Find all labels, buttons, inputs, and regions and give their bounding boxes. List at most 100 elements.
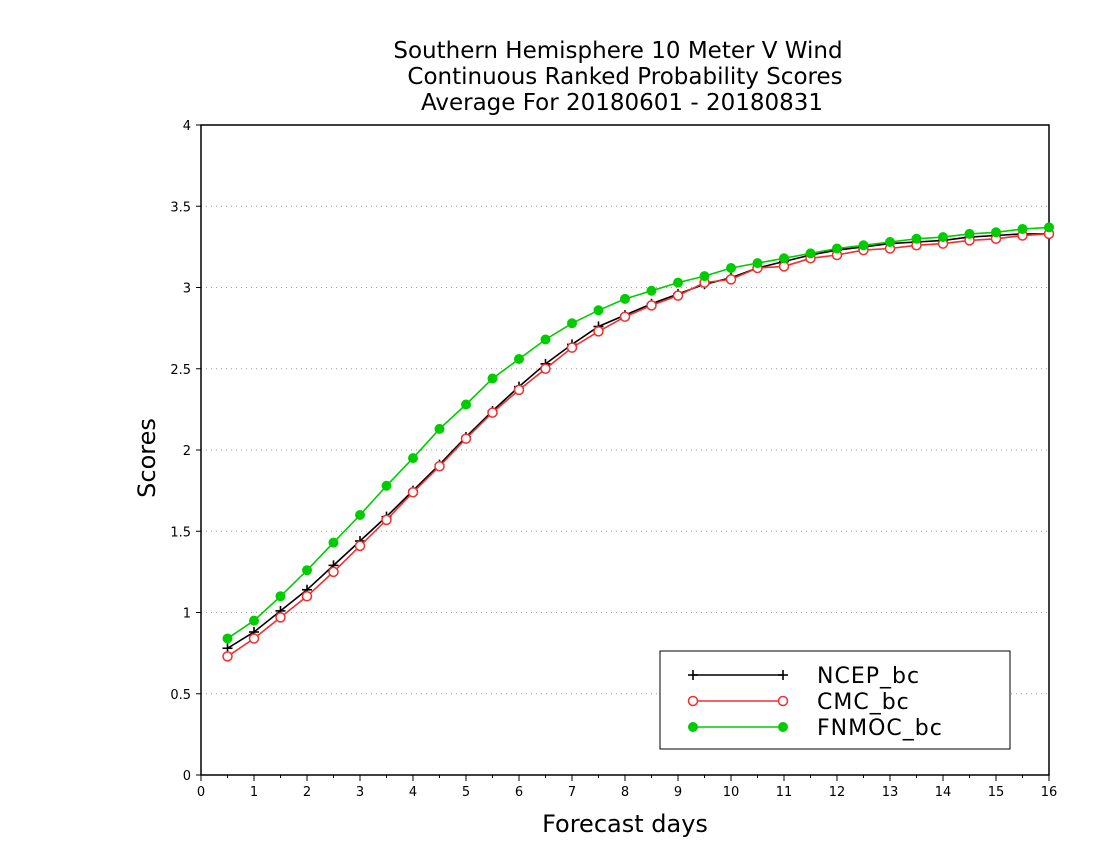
- series-line-cmc-bc: [227, 233, 1050, 658]
- legend-label: NCEP_bc: [817, 664, 920, 689]
- data-point: [566, 342, 578, 353]
- y-tick-label: 2.5: [170, 363, 191, 378]
- data-point: [328, 537, 339, 548]
- data-point: [514, 354, 524, 364]
- chart-title: Southern Hemisphere 10 Meter V Wind Cont…: [393, 38, 842, 116]
- x-tick-label: 12: [829, 785, 846, 800]
- legend-box: [659, 650, 1011, 750]
- data-point: [222, 633, 233, 644]
- data-point: [646, 285, 657, 296]
- data-point: [249, 615, 259, 626]
- data-point: [805, 248, 816, 259]
- data-point: [779, 253, 789, 264]
- data-point: [964, 228, 975, 239]
- y-axis-label: Scores: [133, 418, 161, 498]
- series-ncep-bc: [222, 228, 1054, 654]
- data-point: [699, 271, 710, 282]
- x-tick-label: 4: [409, 785, 417, 800]
- legend-marker: [777, 695, 789, 707]
- data-point: [248, 633, 260, 644]
- x-tick-label: 6: [515, 785, 523, 800]
- data-point: [540, 363, 551, 374]
- x-axis-ticks: 0 1 2 3 4 5 6 7 8 9 10 11 12 13 14 15 16: [197, 775, 1057, 800]
- data-point: [301, 591, 313, 602]
- data-point: [461, 399, 471, 410]
- y-tick-label: 0: [183, 769, 191, 784]
- legend-item-cmc-bc: CMC_bc: [687, 690, 910, 715]
- data-point: [381, 514, 392, 526]
- x-tick-label: 0: [197, 785, 205, 800]
- legend-marker: [688, 670, 698, 680]
- data-point: [328, 566, 339, 578]
- y-tick-label: 3.5: [170, 200, 191, 215]
- title-line-1: Southern Hemisphere 10 Meter V Wind: [393, 38, 842, 64]
- x-tick-label: 5: [462, 785, 470, 800]
- data-point: [567, 318, 577, 329]
- x-tick-label: 14: [935, 785, 952, 800]
- legend-label: CMC_bc: [817, 690, 910, 715]
- legend-label: FNMOC_bc: [817, 716, 943, 741]
- title-line-3: Average For 20180601 - 20180831: [421, 90, 823, 116]
- data-point: [752, 258, 763, 269]
- series-lines: [222, 222, 1055, 662]
- data-point: [991, 227, 1001, 238]
- data-point: [381, 480, 392, 491]
- data-point: [620, 293, 630, 304]
- x-tick-label: 15: [988, 785, 1005, 800]
- legend-marker: [688, 722, 698, 732]
- y-tick-label: 1.5: [170, 525, 191, 540]
- x-axis-label: Forecast days: [542, 810, 708, 838]
- legend-item-fnmoc-bc: FNMOC_bc: [688, 716, 943, 741]
- x-tick-label: 11: [776, 785, 793, 800]
- y-axis-ticks: 0 0.5 1 1.5 2 2.5 3 3.5 4: [170, 119, 201, 784]
- y-tick-label: 3: [183, 282, 191, 297]
- y-tick-label: 1: [183, 607, 191, 622]
- series-fnmoc-bc: [222, 222, 1054, 644]
- data-point: [593, 326, 604, 337]
- data-point: [407, 487, 419, 498]
- x-tick-label: 13: [882, 785, 899, 800]
- x-tick-label: 9: [674, 785, 682, 800]
- data-point: [911, 233, 922, 244]
- data-point: [302, 565, 312, 576]
- x-tick-label: 8: [621, 785, 629, 800]
- data-point: [646, 300, 657, 311]
- y-tick-label: 2: [183, 444, 191, 459]
- data-point: [858, 240, 869, 251]
- title-line-2: Continuous Ranked Probability Scores: [407, 64, 842, 90]
- data-point: [513, 384, 525, 396]
- legend-item-ncep-bc: NCEP_bc: [688, 664, 920, 689]
- x-tick-label: 16: [1041, 785, 1058, 800]
- y-tick-label: 4: [183, 119, 191, 134]
- data-point: [672, 290, 684, 301]
- y-tick-label: 0.5: [170, 688, 191, 703]
- x-tick-label: 1: [250, 785, 258, 800]
- data-point: [275, 591, 286, 602]
- data-point: [725, 274, 737, 285]
- data-point: [1044, 222, 1054, 233]
- data-point: [222, 651, 233, 662]
- data-point: [408, 453, 418, 464]
- legend-marker: [687, 695, 699, 707]
- data-point: [673, 277, 683, 288]
- data-point: [726, 263, 736, 273]
- data-point: [619, 311, 631, 322]
- data-point: [434, 423, 445, 434]
- series-line-ncep-bc: [227, 233, 1049, 649]
- data-point: [1017, 224, 1028, 234]
- plot-frame: [200, 124, 1050, 776]
- legend-marker: [778, 722, 788, 732]
- legend-marker: [778, 670, 788, 680]
- x-tick-label: 7: [568, 785, 576, 800]
- data-point: [593, 305, 604, 316]
- x-tick-label: 3: [356, 785, 364, 800]
- data-point: [885, 237, 895, 247]
- data-point: [460, 433, 472, 444]
- x-tick-label: 10: [723, 785, 740, 800]
- series-line-fnmoc-bc: [227, 226, 1050, 640]
- data-point: [355, 510, 365, 520]
- data-point: [354, 540, 366, 552]
